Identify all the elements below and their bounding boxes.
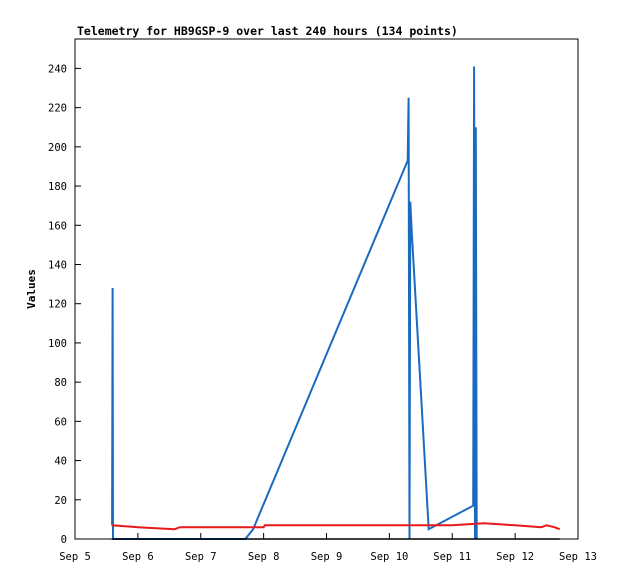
x-tick-label: Sep 12 xyxy=(496,551,534,563)
plot-frame xyxy=(74,38,579,540)
x-tick-label: Sep 7 xyxy=(185,551,217,563)
x-tick-label: Sep 10 xyxy=(370,551,408,563)
y-tick-label: 160 xyxy=(48,220,67,232)
y-tick-label: 60 xyxy=(54,416,67,428)
series-line-1 xyxy=(111,66,478,540)
y-tick-label: 100 xyxy=(48,338,67,350)
x-tick-label: Sep 13 xyxy=(559,551,597,563)
axis-layer: 0 20 40 60 80 100 120 140 160 180 200 220 240 Sep 5 Se… xyxy=(48,63,597,563)
y-axis-label: Values xyxy=(25,269,38,309)
y-tick-label: 40 xyxy=(54,456,67,468)
y-tick-label: 200 xyxy=(48,142,67,154)
x-tick-label: Sep 8 xyxy=(248,551,280,563)
series-layer xyxy=(111,66,561,540)
y-tick-label: 220 xyxy=(48,103,67,115)
y-tick-label: 20 xyxy=(54,495,67,507)
y-tick-label: 140 xyxy=(48,259,67,271)
x-tick-label: Sep 5 xyxy=(59,551,91,563)
x-tick-label: Sep 11 xyxy=(433,551,471,563)
y-tick-label: 120 xyxy=(48,299,67,311)
y-tick-label: 0 xyxy=(61,534,67,546)
x-tick-label: Sep 9 xyxy=(311,551,343,563)
x-tick-label: Sep 6 xyxy=(122,551,154,563)
y-tick-label: 240 xyxy=(48,63,67,75)
y-tick-label: 80 xyxy=(54,377,67,389)
series-line-2 xyxy=(111,522,561,531)
y-tick-label: 180 xyxy=(48,181,67,193)
chart-title: Telemetry for HB9GSP-9 over last 240 hou… xyxy=(77,24,458,38)
